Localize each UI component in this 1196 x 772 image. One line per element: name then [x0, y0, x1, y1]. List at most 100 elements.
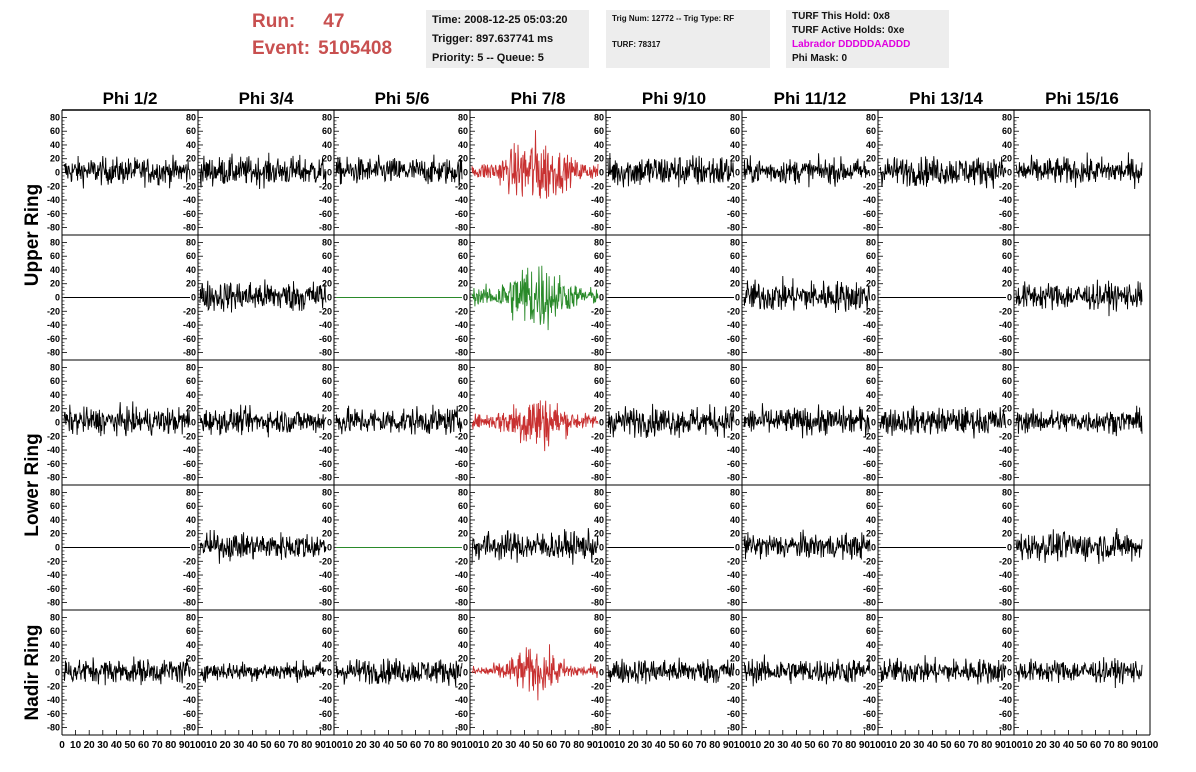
waveform-trace [471, 130, 599, 199]
y-tick-label: 60 [1002, 251, 1012, 261]
waveform-trace [199, 404, 327, 438]
y-tick-label: 20 [866, 279, 876, 289]
y-tick-label: -20 [727, 306, 740, 316]
y-tick-label: -80 [591, 598, 604, 608]
x-tick-label: 60 [1090, 740, 1102, 751]
y-tick-label: -80 [863, 473, 876, 483]
y-tick-label: 80 [730, 112, 740, 122]
y-tick-label: 80 [1002, 237, 1012, 247]
y-tick-label: 20 [50, 404, 60, 414]
waveform-trace [607, 152, 735, 188]
waveform-trace [1015, 152, 1143, 190]
x-tick-label: 20 [356, 740, 368, 751]
y-tick-label: 40 [730, 390, 740, 400]
y-tick-label: -40 [591, 570, 604, 580]
y-tick-label: -20 [727, 431, 740, 441]
y-tick-label: -20 [319, 556, 332, 566]
y-tick-label: 40 [1002, 140, 1012, 150]
waveform-trace [743, 654, 871, 687]
y-tick-label: 80 [186, 237, 196, 247]
y-tick-label: 40 [866, 515, 876, 525]
x-tick-label: 60 [410, 740, 422, 751]
y-tick-label: -80 [183, 473, 196, 483]
y-tick-label: 80 [1002, 612, 1012, 622]
y-tick-label: -60 [47, 459, 60, 469]
waveform-trace [743, 275, 871, 313]
x-tick-label: 60 [138, 740, 150, 751]
x-tick-label: 10 [750, 740, 762, 751]
y-tick-label: 20 [186, 154, 196, 164]
y-tick-label: 0 [463, 168, 468, 178]
y-tick-label: -40 [591, 320, 604, 330]
y-tick-label: 60 [458, 626, 468, 636]
y-tick-label: -80 [591, 348, 604, 358]
y-tick-label: -40 [455, 320, 468, 330]
y-tick-label: -20 [183, 181, 196, 191]
waveform-trace [471, 644, 599, 701]
y-tick-label: 60 [322, 626, 332, 636]
turf-hold-line: TURF This Hold: 0x8 [792, 11, 890, 22]
y-tick-label: 40 [186, 140, 196, 150]
x-tick-label: 40 [111, 740, 123, 751]
y-tick-label: -80 [999, 348, 1012, 358]
y-tick-label: -60 [591, 459, 604, 469]
y-tick-label: 80 [730, 487, 740, 497]
x-tick-label: 100 [462, 740, 479, 751]
y-tick-label: 60 [50, 501, 60, 511]
y-tick-label: 40 [1002, 265, 1012, 275]
y-tick-label: -60 [591, 334, 604, 344]
y-tick-label: -40 [727, 445, 740, 455]
y-tick-label: 0 [871, 418, 876, 428]
y-tick-label: 40 [322, 640, 332, 650]
y-tick-label: -60 [319, 584, 332, 594]
y-tick-label: 0 [327, 668, 332, 678]
y-tick-label: -80 [455, 598, 468, 608]
y-tick-label: -60 [47, 209, 60, 219]
x-tick-label: 80 [709, 740, 721, 751]
y-tick-label: 40 [50, 140, 60, 150]
event-value: 5105408 [318, 38, 393, 59]
y-tick-label: 0 [55, 543, 60, 553]
y-tick-label: -20 [727, 556, 740, 566]
y-tick-label: 80 [730, 237, 740, 247]
y-tick-label: 20 [1002, 654, 1012, 664]
y-tick-label: 40 [186, 640, 196, 650]
y-tick-label: -60 [591, 209, 604, 219]
y-tick-label: -80 [863, 223, 876, 233]
y-tick-label: 60 [186, 251, 196, 261]
y-tick-label: -40 [863, 195, 876, 205]
y-tick-label: 60 [866, 501, 876, 511]
y-tick-label: 20 [50, 654, 60, 664]
x-tick-label: 20 [764, 740, 776, 751]
y-tick-label: -20 [591, 556, 604, 566]
y-tick-label: 40 [866, 640, 876, 650]
y-tick-label: 60 [730, 501, 740, 511]
x-tick-label: 100 [870, 740, 887, 751]
y-tick-label: 0 [191, 168, 196, 178]
y-tick-label: 0 [1007, 418, 1012, 428]
y-tick-label: -80 [727, 348, 740, 358]
y-tick-label: -80 [999, 223, 1012, 233]
labrador-line: Labrador DDDDDAADDD [792, 39, 911, 50]
y-tick-label: 80 [458, 362, 468, 372]
y-tick-label: -80 [47, 348, 60, 358]
x-tick-label: 90 [859, 740, 871, 751]
y-tick-label: 0 [1007, 168, 1012, 178]
x-tick-label: 80 [573, 740, 585, 751]
y-tick-label: -80 [319, 348, 332, 358]
y-tick-label: -40 [727, 320, 740, 330]
y-tick-label: -60 [863, 334, 876, 344]
y-tick-label: -60 [183, 459, 196, 469]
y-tick-label: -60 [455, 584, 468, 594]
x-tick-label: 50 [668, 740, 680, 751]
y-tick-label: -20 [455, 556, 468, 566]
y-tick-label: 0 [191, 418, 196, 428]
y-tick-label: 20 [458, 529, 468, 539]
waveform-trace [63, 154, 191, 189]
y-tick-label: 40 [322, 140, 332, 150]
y-tick-label: -60 [863, 459, 876, 469]
y-tick-label: 80 [594, 362, 604, 372]
x-tick-label: 50 [804, 740, 816, 751]
x-tick-label: 30 [777, 740, 789, 751]
y-tick-label: 0 [735, 668, 740, 678]
